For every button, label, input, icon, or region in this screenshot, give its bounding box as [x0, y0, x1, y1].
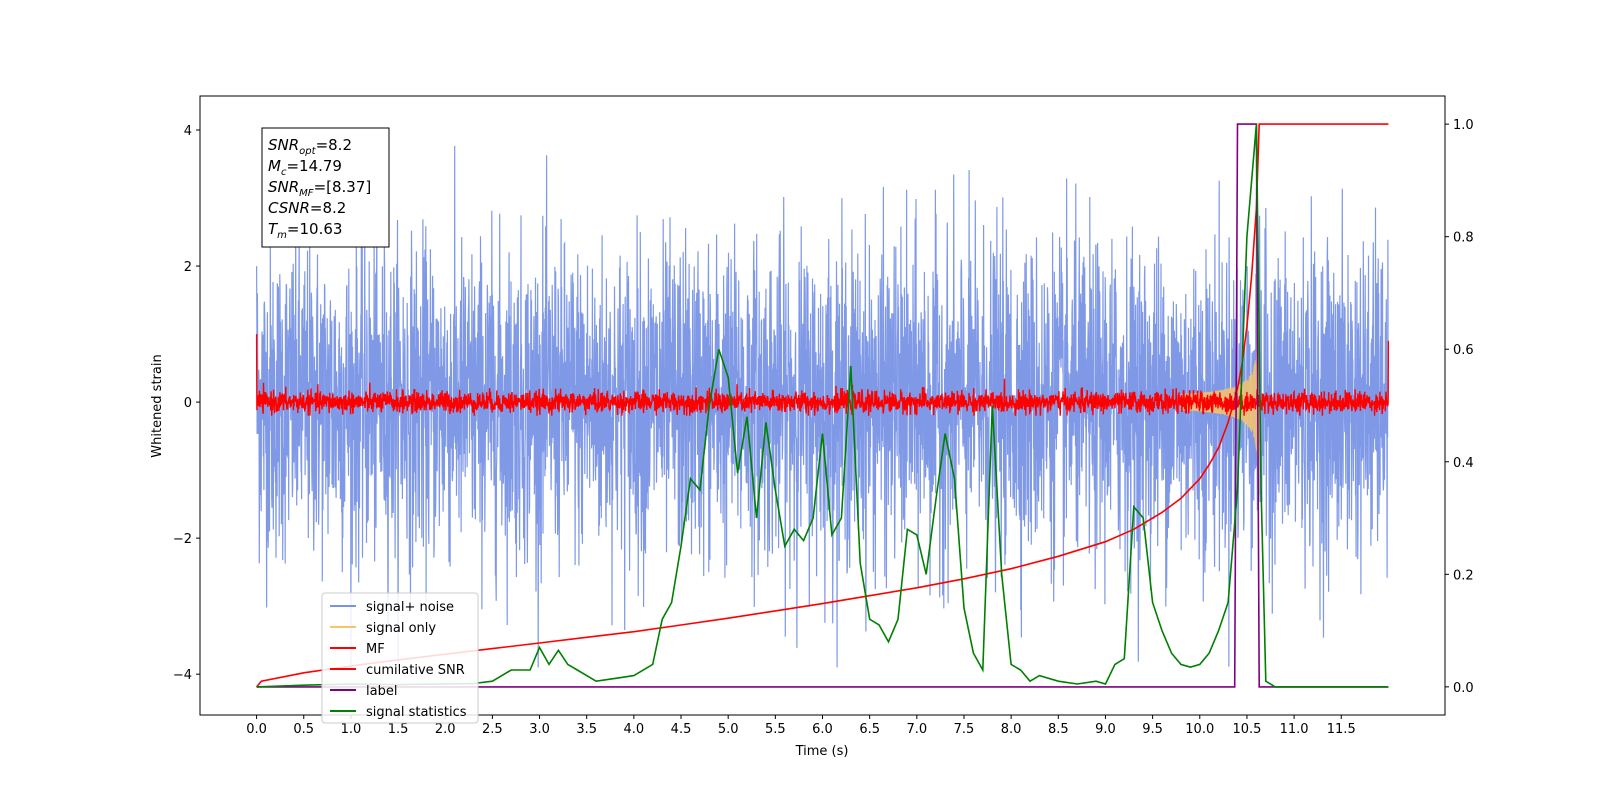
annotation-line: Mc=14.79 [268, 157, 342, 178]
x-tick-label: 9.0 [1095, 722, 1116, 737]
mf-series [255, 334, 1390, 416]
x-tick-label: 1.5 [388, 722, 409, 737]
legend: signal+ noise signal only MF cumilative SNR… [321, 592, 479, 724]
plot-area [255, 123, 1390, 688]
y-axis-label: Whitened strain [150, 354, 165, 457]
x-tick-label: 0.5 [293, 722, 314, 737]
x-tick-label: 11.5 [1327, 722, 1356, 737]
y-axis-right: 0.0 0.2 0.4 0.6 0.8 1.0 [1445, 118, 1474, 696]
x-tick-label: 8.0 [1001, 722, 1022, 737]
x-tick-label: 10.5 [1232, 722, 1261, 737]
cumulative-snr-line [255, 123, 1389, 688]
x-tick-label: 8.5 [1048, 722, 1069, 737]
y-left-tick-label: −4 [173, 668, 192, 683]
annotation-frame [261, 127, 390, 248]
y-right-tick-label: 0.8 [1453, 231, 1474, 246]
y-right-tick-label: 0.6 [1453, 343, 1474, 358]
legend-label: signal statistics [366, 705, 467, 720]
x-tick-label: 5.5 [765, 722, 786, 737]
x-tick-label: 10.0 [1185, 722, 1214, 737]
y-left-tick-label: 4 [184, 124, 192, 139]
x-tick-label: 2.5 [482, 722, 503, 737]
x-tick-label: 0.0 [246, 722, 267, 737]
y-right-tick-label: 0.0 [1453, 681, 1474, 696]
legend-label: MF [366, 642, 385, 657]
mf-line [255, 334, 1390, 416]
x-tick-label: 4.0 [624, 722, 645, 737]
legend-label: cumilative SNR [366, 663, 465, 678]
x-tick-label: 3.0 [529, 722, 550, 737]
x-tick-label: 3.5 [576, 722, 597, 737]
signal-statistics-series [256, 124, 1389, 688]
y-left-tick-label: −2 [173, 532, 192, 547]
legend-frame [321, 592, 479, 724]
x-tick-label: 4.5 [671, 722, 692, 737]
x-axis-label: Time (s) [795, 744, 849, 759]
legend-label: signal+ noise [366, 600, 454, 615]
x-tick-label: 6.5 [859, 722, 880, 737]
y-left-tick-label: 2 [184, 260, 192, 275]
y-axis-left: −4 −2 0 2 4 [173, 124, 200, 683]
y-right-tick-label: 0.2 [1453, 568, 1474, 583]
annotation-line: CSNR=8.2 [268, 199, 346, 217]
x-axis: 0.0 0.5 1.0 1.5 2.0 2.5 3.0 3.5 4.0 4.5 5.0 5.5 6.0 6… [246, 715, 1356, 737]
x-tick-label: 7.5 [954, 722, 975, 737]
x-tick-label: 9.5 [1142, 722, 1163, 737]
legend-label: signal only [366, 621, 436, 636]
x-tick-label: 6.0 [812, 722, 833, 737]
signal-statistics-line [256, 124, 1389, 688]
cumulative-snr-series [255, 123, 1389, 688]
annotation-line: SNRopt=8.2 [268, 136, 352, 157]
x-tick-label: 11.0 [1280, 722, 1309, 737]
y-right-tick-label: 0.4 [1453, 456, 1474, 471]
x-tick-label: 2.0 [435, 722, 456, 737]
x-tick-label: 1.0 [341, 722, 362, 737]
legend-label: label [366, 684, 397, 699]
y-right-tick-label: 1.0 [1453, 118, 1474, 133]
y-left-tick-label: 0 [184, 396, 192, 411]
annotation-line: SNRMF=[8.37] [268, 178, 371, 199]
x-tick-label: 7.0 [906, 722, 927, 737]
annotation-line: Tm=10.63 [268, 220, 342, 241]
x-tick-label: 5.0 [718, 722, 739, 737]
